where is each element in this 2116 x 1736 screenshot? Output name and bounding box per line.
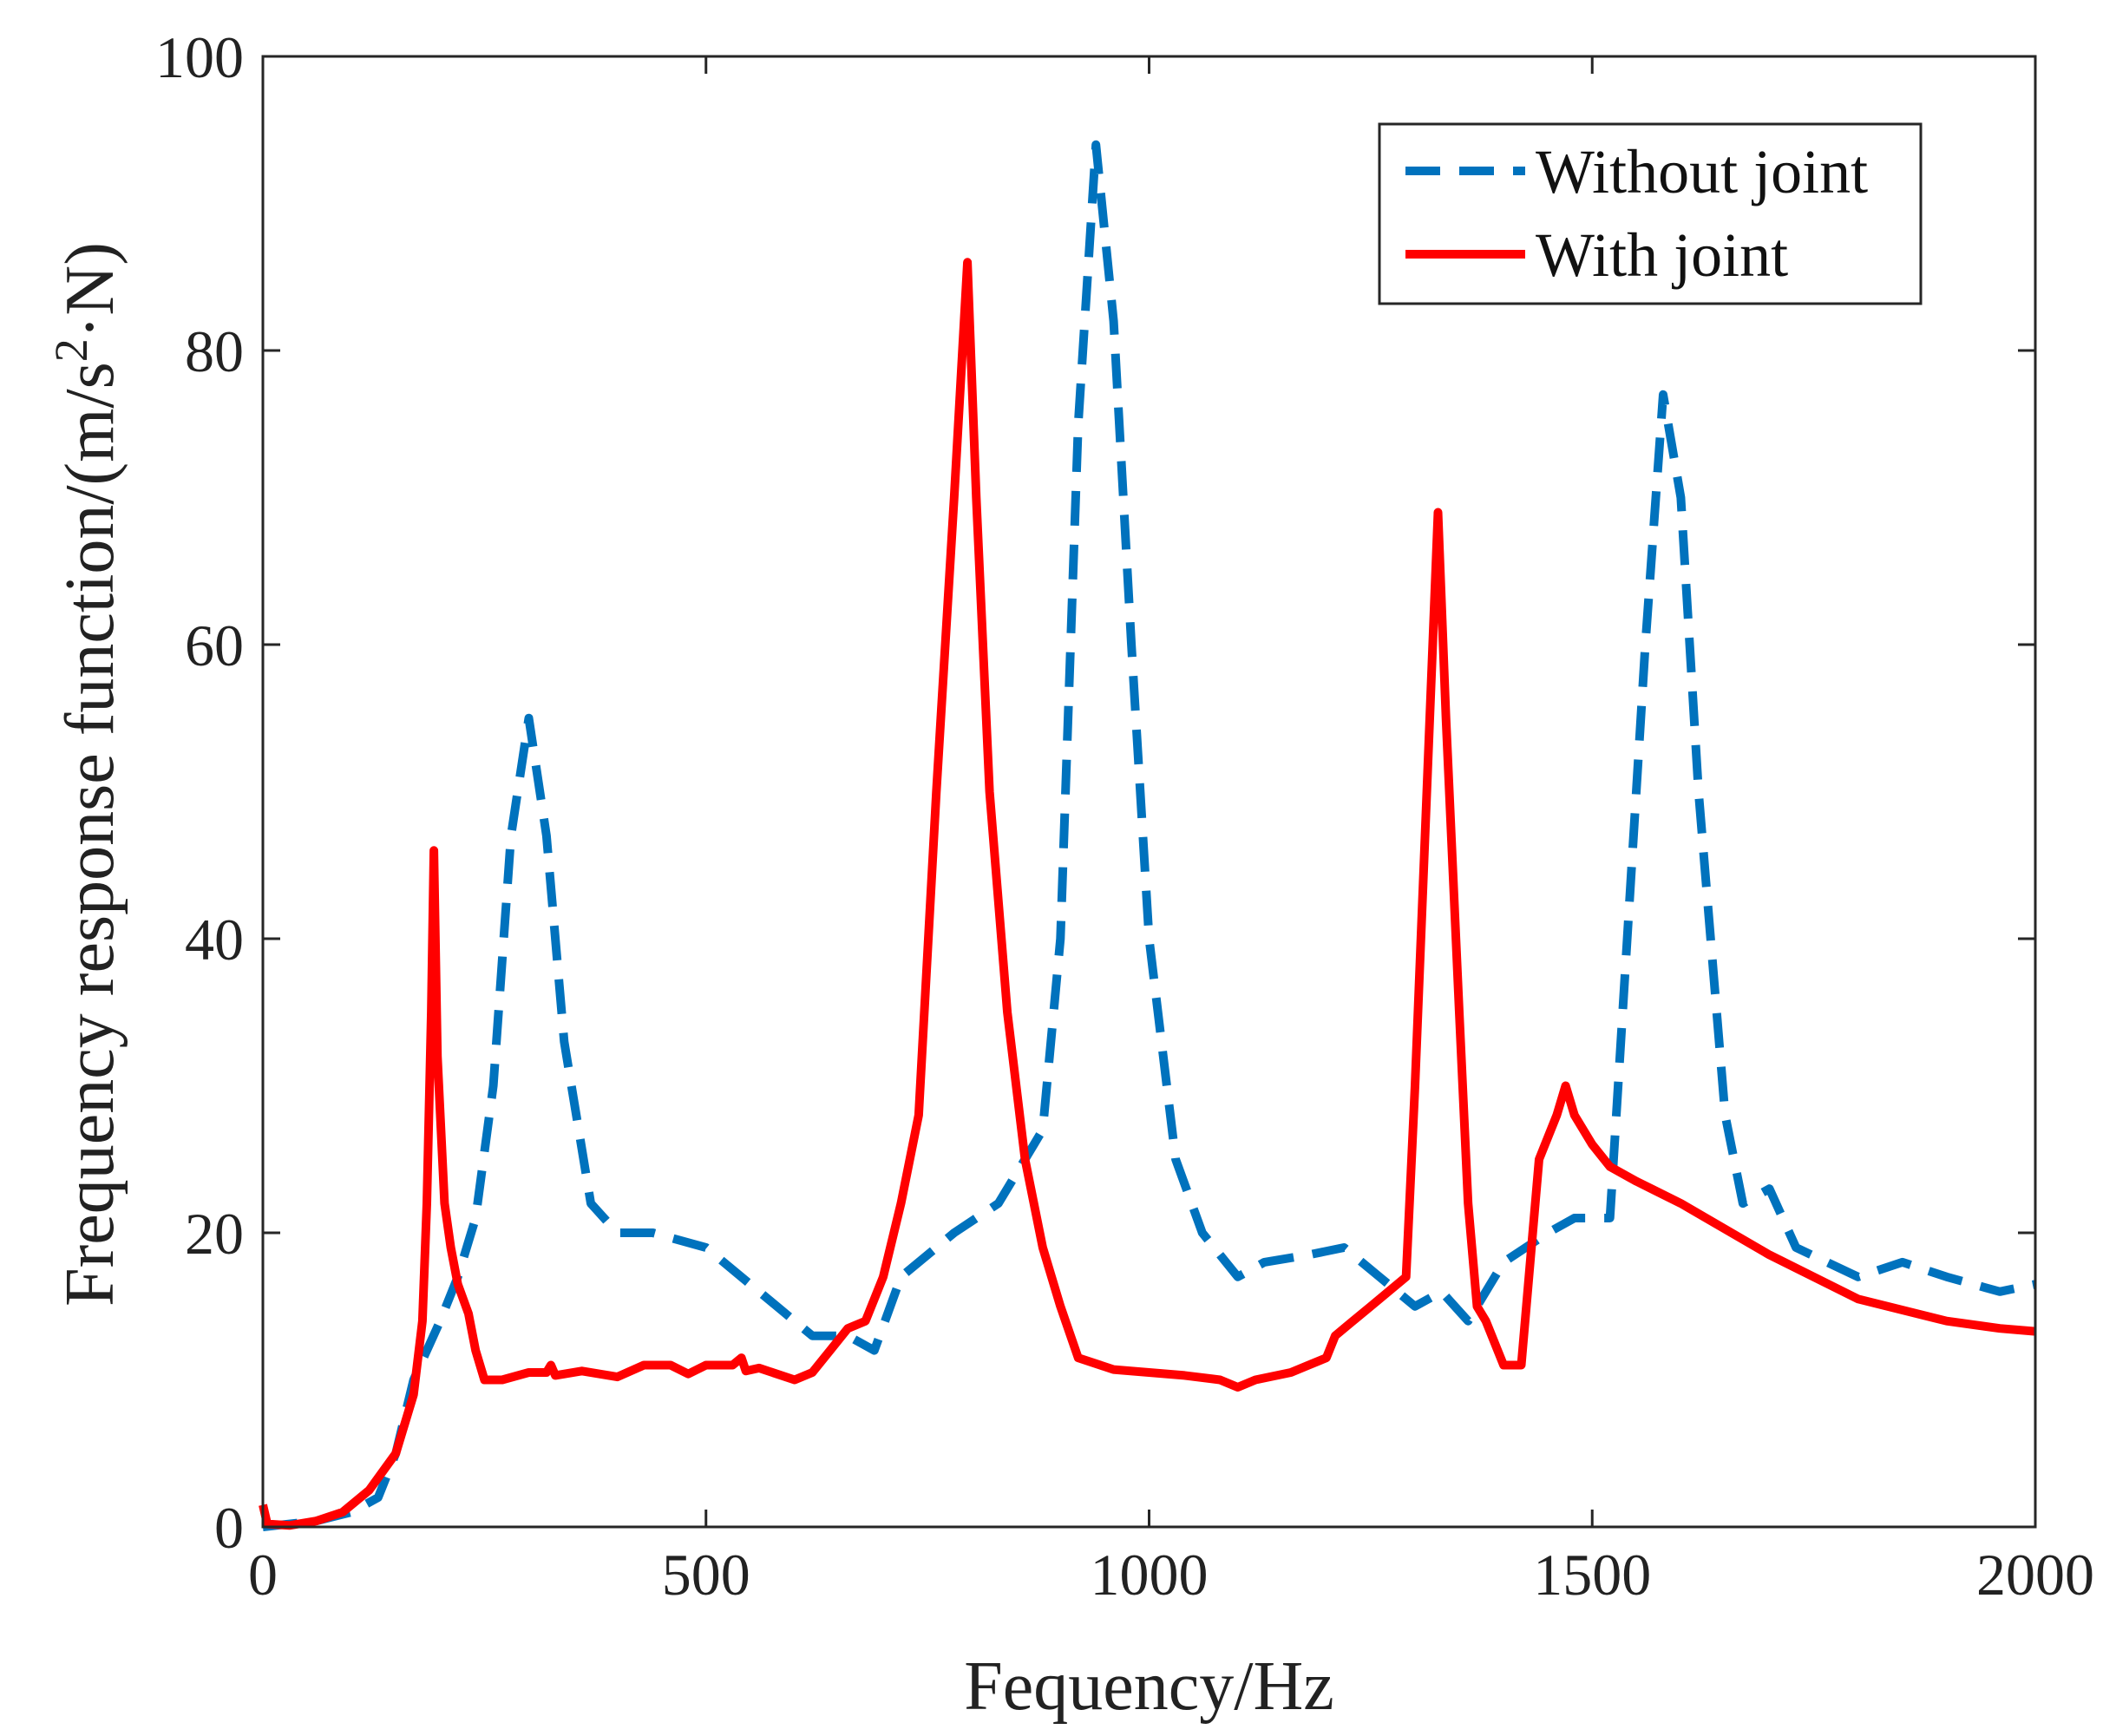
axis-tick-labels: 0 500 1000 1500 2000 0 20 40 60 80 100 xyxy=(155,24,2094,1608)
legend-box xyxy=(1378,122,1923,305)
legend-label-with-joint: With joint xyxy=(1536,220,1788,290)
plot-lines xyxy=(259,140,2037,1531)
x-tick-label: 0 xyxy=(248,1542,278,1608)
y-axis-label: Frequency response function/(m/s2·N) xyxy=(45,242,128,1307)
series-line-with-joint xyxy=(259,258,2036,1530)
y-axis-label-main: Frequency response function/(m/s xyxy=(52,362,128,1307)
y-tick-label: 60 xyxy=(185,613,244,678)
series-line-without-joint xyxy=(262,140,2037,1531)
legend: Without joint With joint xyxy=(1378,122,1923,305)
x-tick-label: 1000 xyxy=(1091,1542,1209,1608)
x-tick-label: 2000 xyxy=(1976,1542,2094,1608)
x-axis-label: Fequency/Hz xyxy=(964,1648,1334,1725)
x-tick-label: 500 xyxy=(662,1542,750,1608)
y-axis-label-superscript: 2 xyxy=(45,338,97,362)
axis-ticks xyxy=(261,55,2037,1529)
y-tick-label: 20 xyxy=(185,1201,244,1267)
y-tick-label: 100 xyxy=(155,24,244,90)
y-tick-label: 80 xyxy=(185,318,244,384)
y-tick-label: 40 xyxy=(185,907,244,973)
legend-label-without-joint: Without joint xyxy=(1536,137,1868,206)
y-tick-label: 0 xyxy=(214,1495,244,1561)
x-tick-label: 1500 xyxy=(1533,1542,1651,1608)
y-axis-label-suffix: ·N) xyxy=(52,242,128,338)
